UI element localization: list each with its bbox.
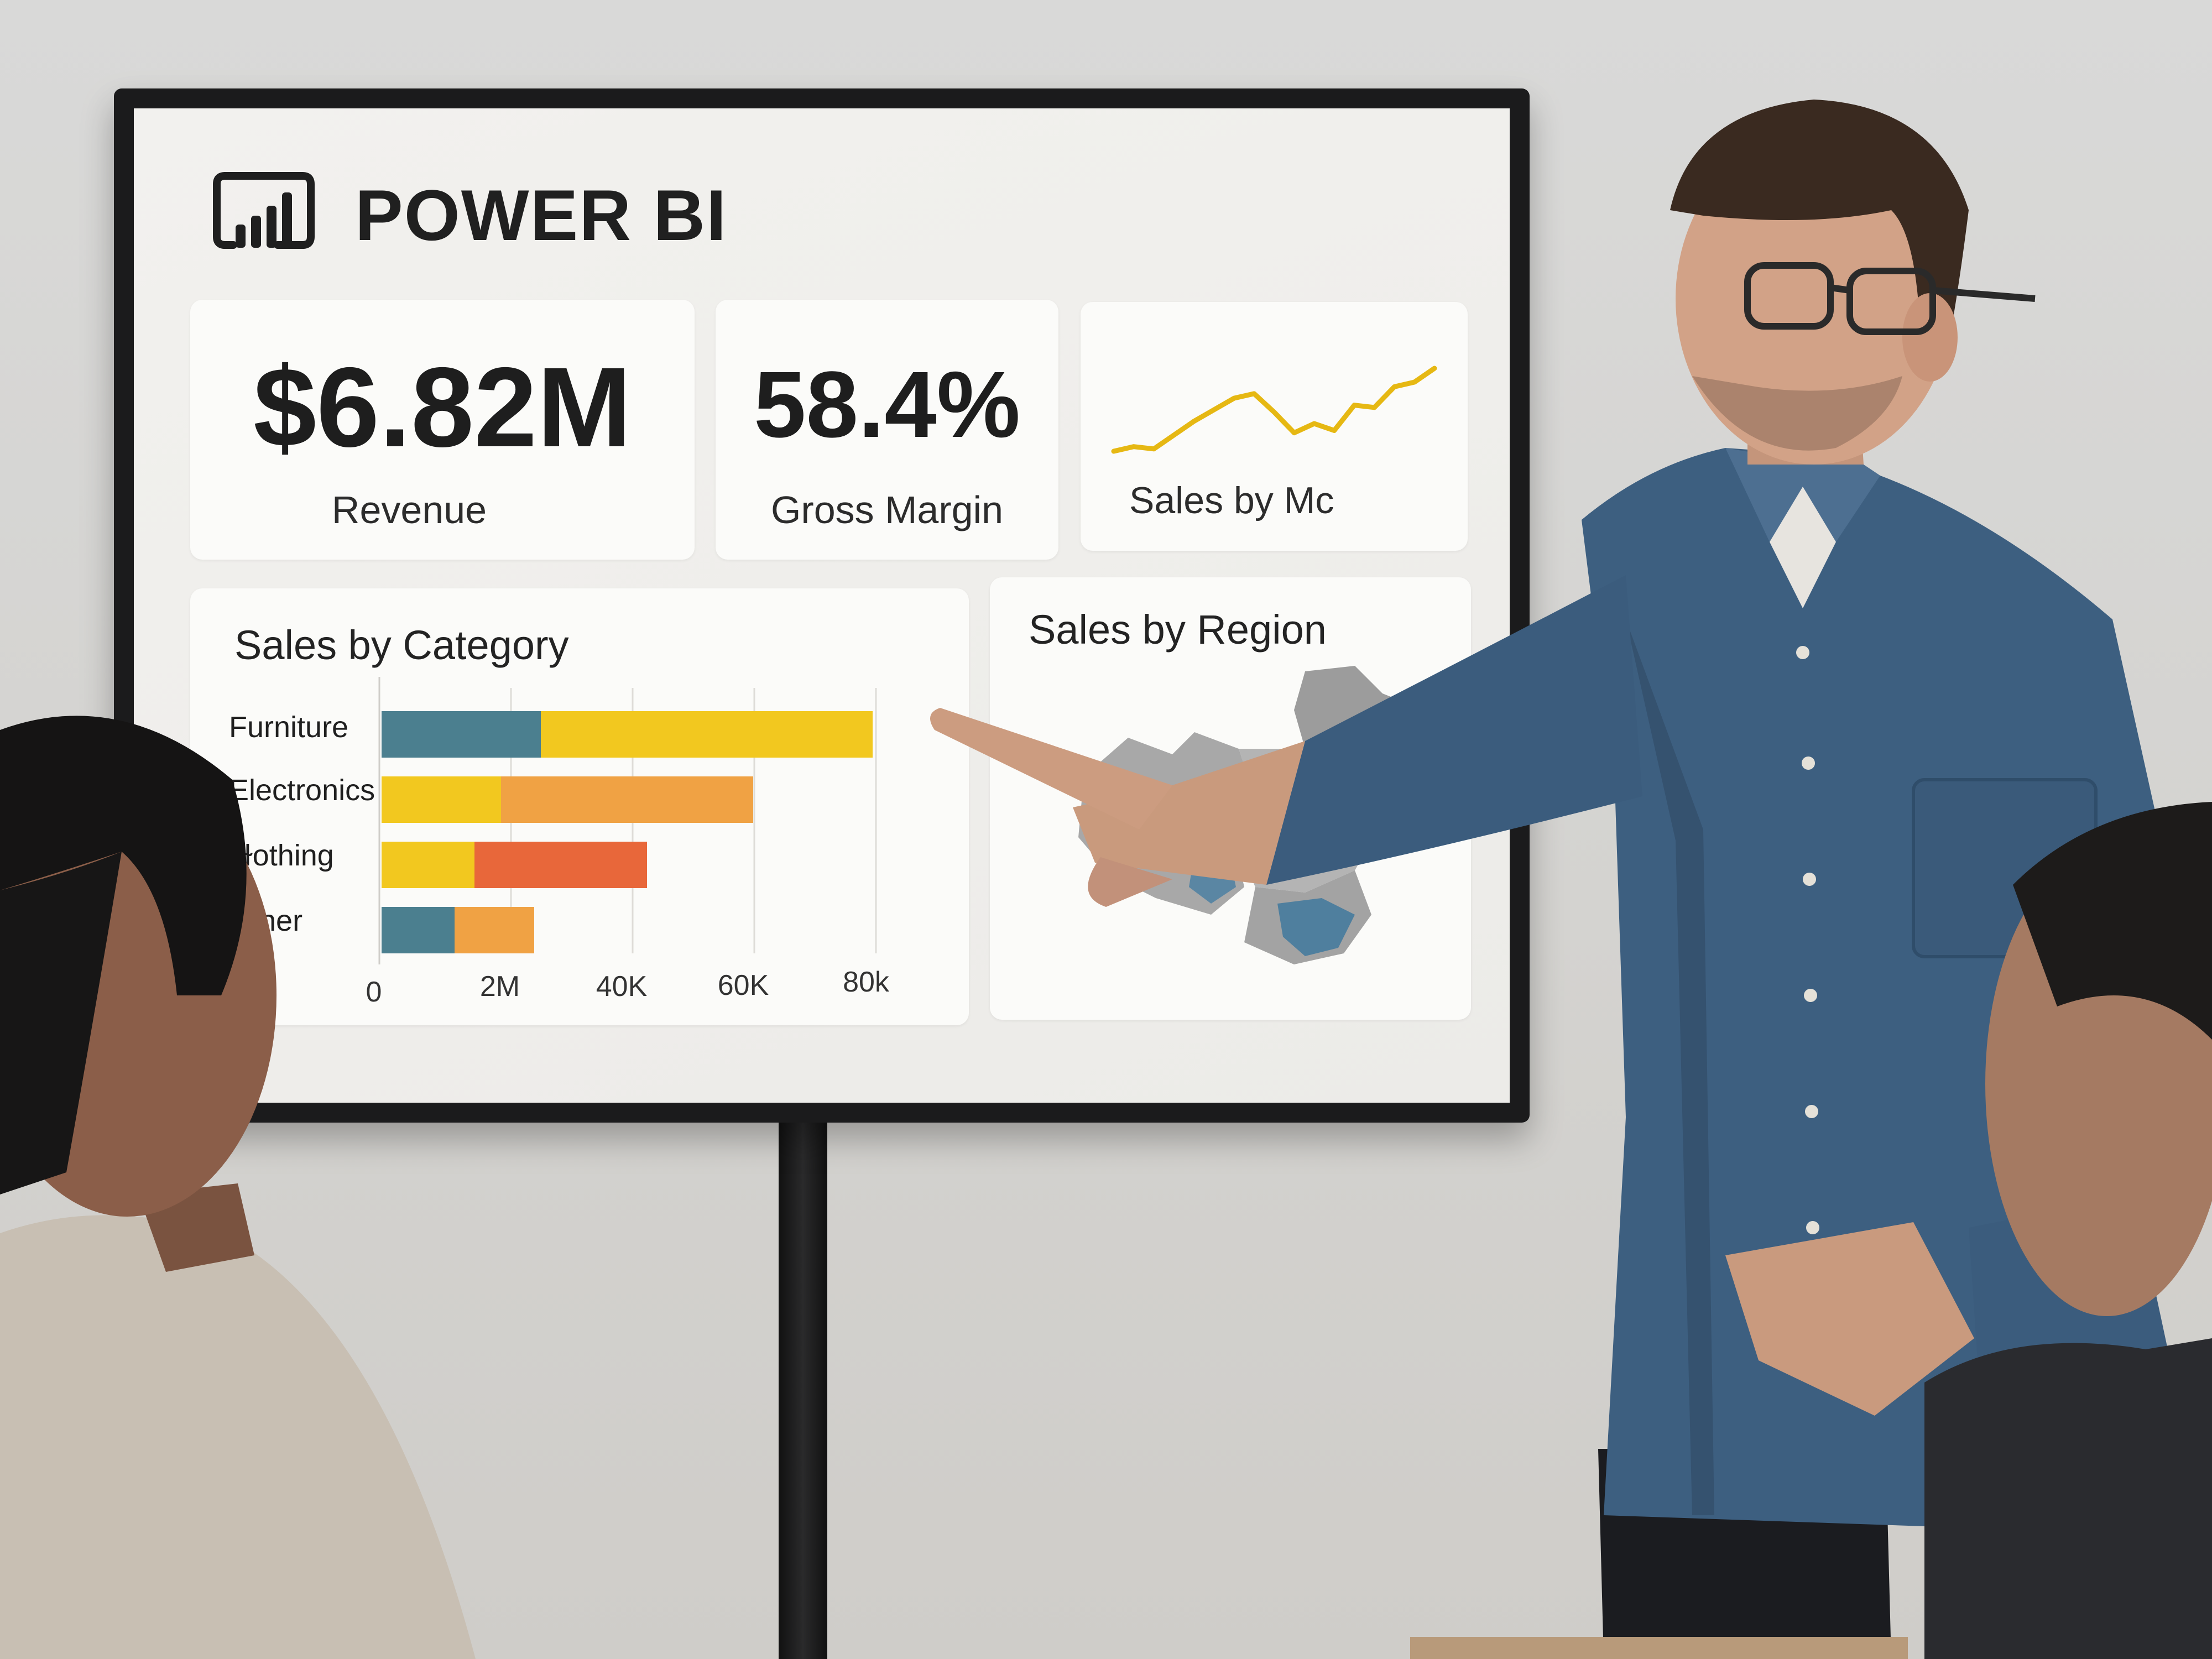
kpi-card-revenue[interactable]: $6.82M Revenue — [190, 300, 695, 560]
sales-by-category-chart — [378, 677, 877, 964]
audience-member-right — [1924, 802, 2212, 1659]
category-label-electronics: Electronics — [229, 774, 375, 807]
bar-segment-furniture-1[interactable] — [541, 711, 873, 758]
x-tick-label: 2M — [479, 971, 520, 1003]
kpi-label-revenue: Revenue — [331, 488, 487, 531]
bar-segment-electronics-0[interactable] — [382, 776, 501, 823]
kpi-card-sales-by-month[interactable]: Sales by Mc — [1081, 302, 1468, 551]
x-tick-label: 60K — [717, 969, 769, 1001]
bar-segment-her-1[interactable] — [455, 907, 534, 953]
dashboard-screen: POWER BI $6.82M Revenue 58.4% Gross Marg… — [134, 108, 1510, 1103]
x-tick-label: 40K — [596, 971, 648, 1003]
sales-by-category-title: Sales by Category — [234, 622, 569, 668]
sales-by-month-sparkline — [1111, 366, 1437, 454]
app-title: POWER BI — [355, 175, 728, 255]
bar-segment-electronics-1[interactable] — [501, 776, 753, 823]
sparkline-line — [1111, 366, 1437, 454]
kpi-value-gross-margin: 58.4% — [753, 352, 1021, 457]
x-tick-label: 0 — [366, 976, 382, 1008]
bar-segment--othing-1[interactable] — [474, 842, 647, 888]
kpi-label-sales-by-month: Sales by Mc — [1129, 479, 1334, 521]
kpi-label-gross-margin: Gross Margin — [770, 488, 1004, 531]
presenter — [930, 100, 2168, 1659]
category-label-clothing: ɫothing — [243, 839, 334, 872]
x-tick-label: 80k — [843, 966, 889, 998]
kpi-value-revenue: $6.82M — [253, 344, 632, 471]
category-label-furniture: Furniture — [229, 711, 349, 744]
map-region-highlight — [1277, 898, 1355, 956]
monitor: POWER BI $6.82M Revenue 58.4% Gross Marg… — [114, 88, 1530, 1123]
table-edge — [1410, 1637, 1908, 1659]
bar-segment-furniture-0[interactable] — [382, 711, 541, 758]
bar-segment-her-0[interactable] — [382, 907, 455, 953]
monitor-stand — [779, 1123, 827, 1659]
audience-member-left — [0, 716, 476, 1659]
sales-by-region-title: Sales by Region — [1029, 607, 1327, 653]
sales-by-category-panel[interactable]: Sales by Category Furniture Electronics … — [190, 588, 969, 1025]
kpi-card-gross-margin[interactable]: 58.4% Gross Margin — [716, 300, 1058, 560]
bar-segment--othing-0[interactable] — [382, 842, 474, 888]
power-bi-logo-icon — [213, 172, 315, 249]
